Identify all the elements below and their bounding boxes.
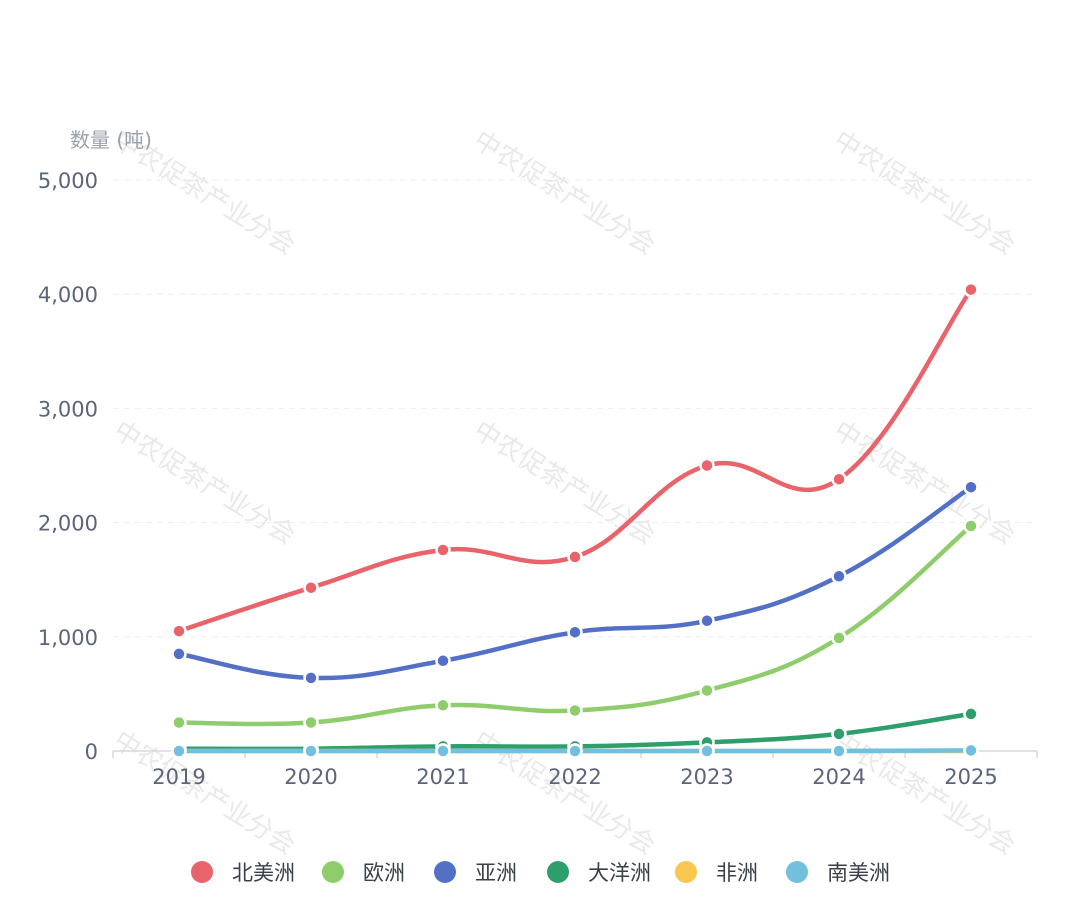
y-axis-ticks: 0 1,000 2,000 3,000 4,000 5,000 — [38, 169, 98, 764]
x-tick-label: 2020 — [284, 765, 337, 789]
legend-marker — [786, 861, 808, 883]
y-tick-label: 3,000 — [38, 397, 98, 421]
data-point[interactable] — [699, 613, 715, 629]
data-point[interactable] — [171, 743, 187, 759]
y-tick-label: 1,000 — [38, 626, 98, 650]
legend-item[interactable]: 亚洲 — [434, 861, 517, 885]
legend-label: 非洲 — [716, 861, 758, 885]
y-axis-label: 数量 (吨) — [70, 128, 152, 152]
watermark-text: 中农促茶产业分会 — [828, 125, 1020, 261]
data-point[interactable] — [171, 623, 187, 639]
watermark-text: 中农促茶产业分会 — [828, 415, 1020, 551]
legend-label: 大洋洲 — [588, 861, 651, 885]
data-point[interactable] — [963, 742, 979, 759]
legend-item[interactable]: 欧洲 — [322, 861, 405, 885]
data-point[interactable] — [567, 743, 583, 759]
data-point[interactable] — [567, 702, 583, 719]
legend-label: 北美洲 — [232, 861, 295, 885]
x-tick-label: 2023 — [680, 765, 733, 789]
x-tick-label: 2022 — [548, 765, 601, 789]
watermark-text: 中农促茶产业分会 — [108, 415, 300, 551]
legend-item[interactable]: 南美洲 — [786, 861, 890, 885]
data-point[interactable] — [699, 743, 715, 759]
legend-marker — [547, 861, 569, 883]
data-point[interactable] — [831, 630, 847, 646]
legend-marker — [191, 861, 213, 883]
data-point[interactable] — [303, 714, 319, 731]
watermark-text: 中农促茶产业分会 — [468, 415, 660, 551]
x-tick-label: 2021 — [416, 765, 469, 789]
series-points — [171, 281, 979, 759]
watermark-text: 中农促茶产业分会 — [828, 725, 1020, 861]
legend-item[interactable]: 非洲 — [675, 861, 758, 885]
data-point[interactable] — [435, 542, 451, 558]
data-point[interactable] — [963, 281, 979, 298]
series-line-0 — [176, 287, 974, 634]
legend-item[interactable]: 大洋洲 — [547, 861, 651, 885]
series-lines — [176, 287, 974, 754]
data-point[interactable] — [435, 653, 451, 669]
legend-label: 欧洲 — [363, 861, 405, 885]
y-tick-label: 5,000 — [38, 169, 98, 193]
data-point[interactable] — [963, 706, 979, 722]
data-point[interactable] — [435, 743, 451, 759]
data-point[interactable] — [699, 682, 715, 699]
legend-marker — [434, 861, 456, 883]
data-point[interactable] — [171, 646, 187, 662]
data-point[interactable] — [699, 457, 715, 474]
data-point[interactable] — [567, 624, 583, 640]
data-point[interactable] — [831, 743, 847, 759]
watermark-text: 中农促茶产业分会 — [108, 725, 300, 861]
x-tick-label: 2019 — [152, 765, 205, 789]
data-point[interactable] — [171, 714, 187, 731]
data-point[interactable] — [831, 726, 847, 742]
data-point[interactable] — [963, 479, 979, 495]
x-tick-label: 2024 — [812, 765, 865, 789]
data-point[interactable] — [435, 697, 451, 714]
series-line-2 — [176, 484, 974, 681]
data-point[interactable] — [831, 471, 847, 487]
data-point[interactable] — [567, 549, 583, 565]
legend[interactable]: 北美洲 欧洲 亚洲 大洋洲 非洲 南美洲 — [191, 861, 890, 885]
data-point[interactable] — [963, 518, 979, 534]
data-point[interactable] — [303, 743, 319, 759]
x-tick-label: 2025 — [944, 765, 997, 789]
y-tick-label: 4,000 — [38, 283, 98, 307]
legend-label: 亚洲 — [475, 861, 517, 885]
y-tick-label: 0 — [85, 740, 98, 764]
legend-marker — [322, 861, 344, 883]
y-tick-label: 2,000 — [38, 512, 98, 536]
legend-label: 南美洲 — [827, 861, 890, 885]
watermark-text: 中农促茶产业分会 — [468, 125, 660, 261]
legend-item[interactable]: 北美洲 — [191, 861, 295, 885]
data-point[interactable] — [303, 579, 319, 596]
data-point[interactable] — [831, 568, 847, 585]
data-point[interactable] — [303, 670, 319, 686]
legend-marker — [675, 861, 697, 883]
